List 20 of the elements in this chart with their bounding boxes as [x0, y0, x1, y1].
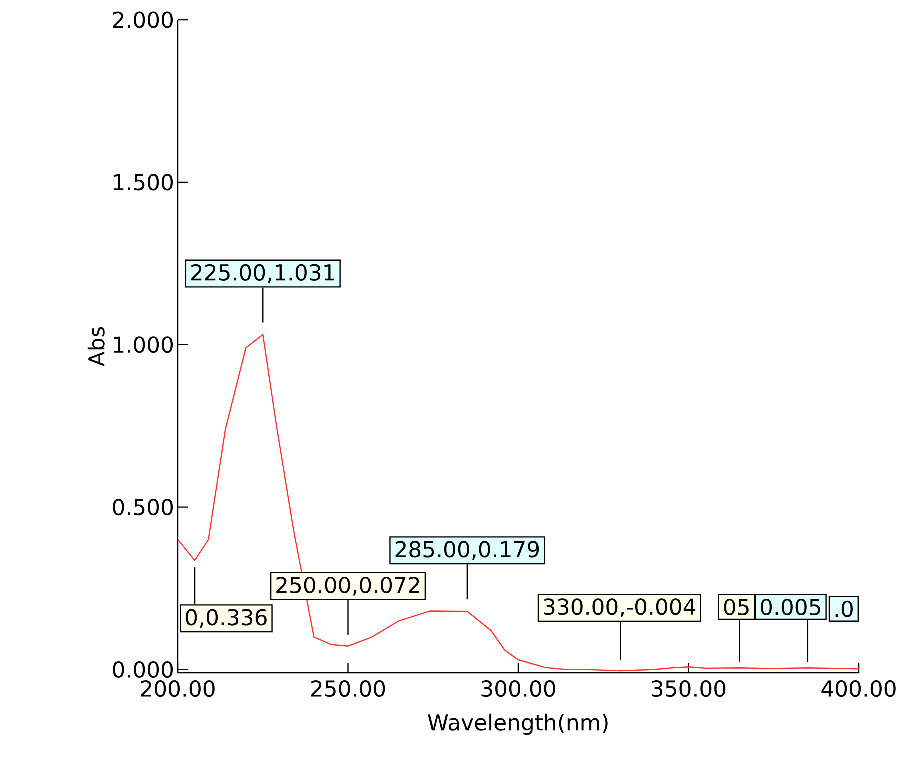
x-tick-label: 200.00 [141, 680, 215, 698]
annotation: 330.00,-0.004 [544, 598, 696, 618]
y-tick-label: 1.000 [114, 336, 174, 354]
y-tick-label: 1.500 [114, 174, 174, 191]
y-tick-label: 0.000 [113, 661, 174, 678]
y-tick-label: 2.000 [113, 12, 174, 28]
x-tick-label: 400.00 [822, 680, 896, 698]
annotation: 225.00,1.031 [192, 264, 334, 284]
x-tick-label: 250.00 [312, 680, 386, 698]
annotation: 0.005 [760, 598, 820, 616]
x-tick-label: 300.00 [482, 680, 556, 698]
y-tick-label: 0.500 [113, 499, 174, 516]
annotation: 250.00,0.072 [276, 576, 420, 596]
annotation: .0 [836, 600, 853, 618]
annotation: 285.00,0.179 [396, 541, 540, 560]
annotation: 05 [724, 598, 749, 616]
x-axis-title: Wavelength(nm) [428, 714, 608, 736]
x-tick-label: 350.00 [652, 680, 726, 698]
y-axis-title: Abs [88, 327, 105, 366]
annotation: 0,0.336 [186, 609, 267, 628]
